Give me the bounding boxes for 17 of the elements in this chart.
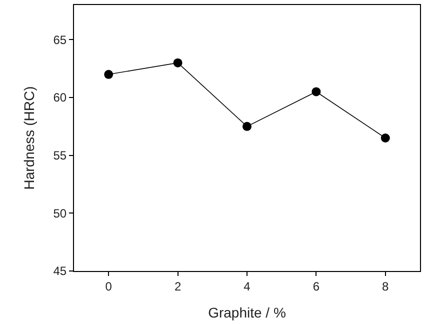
point bbox=[104, 70, 114, 79]
x-tick-label: 2 bbox=[174, 279, 182, 294]
x-axis-title: Graphite / % bbox=[208, 304, 286, 321]
y-tick-label: 45 bbox=[53, 264, 67, 278]
point bbox=[173, 58, 182, 68]
point bbox=[312, 87, 321, 96]
point bbox=[242, 122, 252, 131]
x-tick-label: 4 bbox=[244, 279, 251, 294]
y-tick-label: 60 bbox=[53, 90, 67, 105]
y-tick-label: 65 bbox=[53, 32, 67, 47]
y-axis-title: Hardness (HRC) bbox=[20, 86, 37, 190]
point bbox=[380, 134, 390, 142]
y-tick-label: 50 bbox=[53, 206, 67, 220]
y-tick-label: 55 bbox=[53, 148, 67, 163]
x-tick-label: 6 bbox=[312, 279, 320, 294]
x-tick-label: 8 bbox=[382, 279, 390, 294]
x-tick-label: 0 bbox=[105, 279, 112, 294]
